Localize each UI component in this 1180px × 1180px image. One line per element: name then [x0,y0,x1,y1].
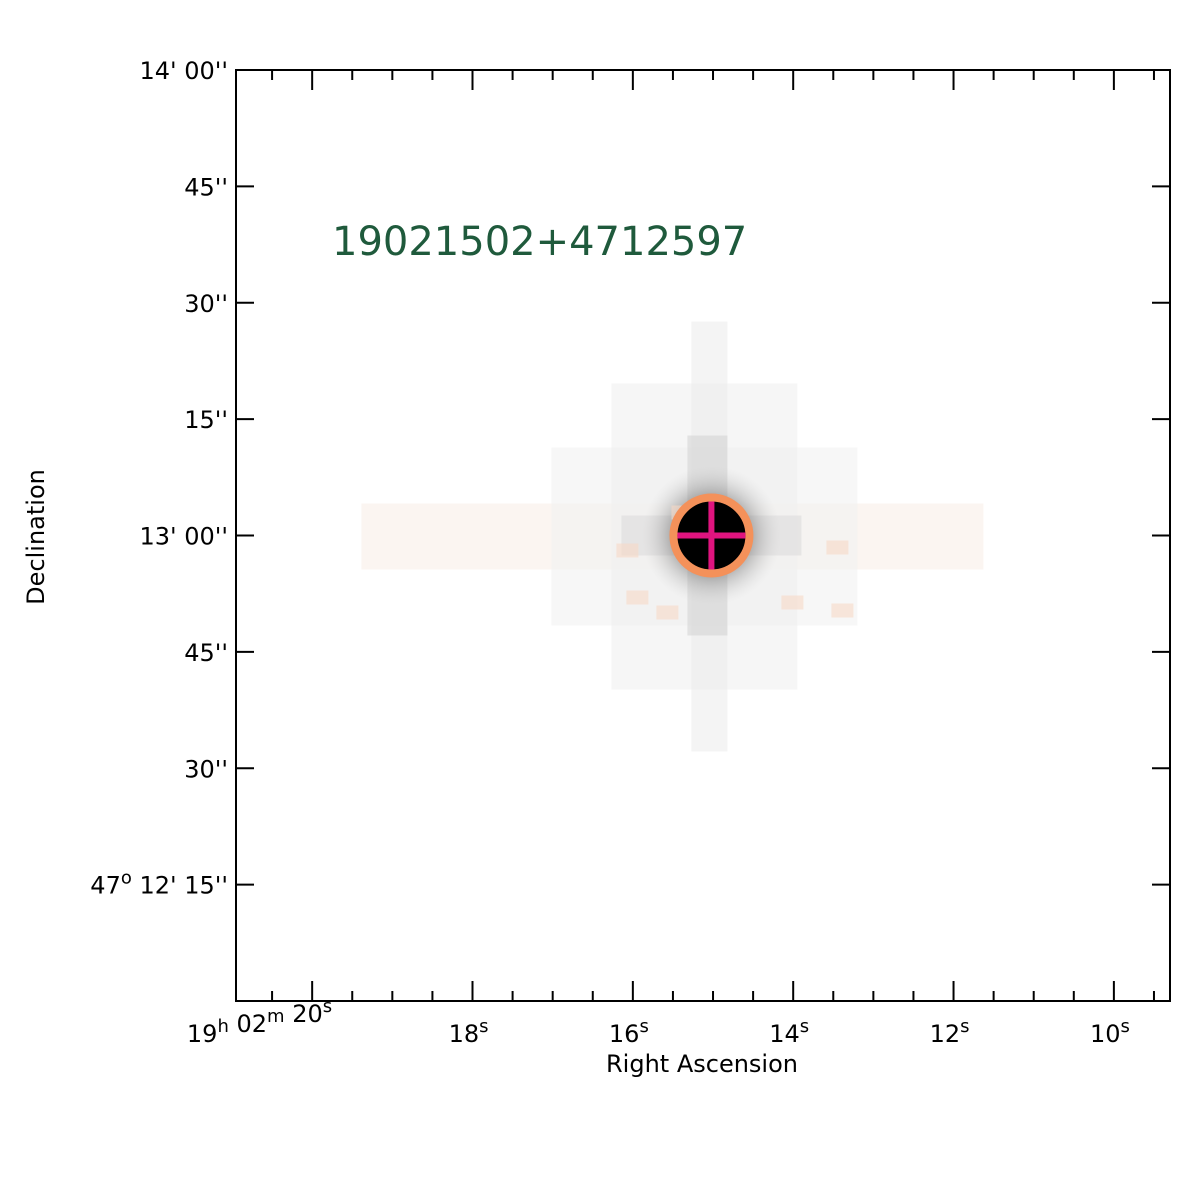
y-tick-label: 30'' [184,755,228,783]
x-axis-ticks [271,70,1155,1001]
x-tick-label: 12s [930,1016,970,1048]
sky-noise-patch [831,603,854,618]
y-axis-label: Declination [22,469,50,605]
sky-noise-patch [616,543,639,558]
x-tick-label: 19h 02m 20s [187,996,332,1048]
y-tick-label: 14' 00'' [140,57,229,85]
y-tick-label: 15'' [184,406,228,434]
y-tick-labels: 14' 00'' 45'' 30'' 15'' 13' 00'' 45'' 30'' 47o … [90,57,228,900]
y-tick-label: 30'' [184,290,228,318]
y-tick-label: 45'' [184,173,228,201]
y-tick-label: 47o 12' 15'' [90,868,228,900]
x-tick-label: 18s [449,1016,489,1048]
y-tick-label: 13' 00'' [140,523,229,551]
x-axis-label: Right Ascension [606,1050,798,1078]
x-tick-label: 16s [609,1016,649,1048]
x-tick-labels: 19h 02m 20s 18s 16s 14s 12s 10s [187,996,1130,1048]
y-axis-ticks [236,69,1170,886]
sky-noise-patch [781,595,804,610]
x-tick-label: 14s [769,1016,809,1048]
sky-noise-patch [826,540,849,555]
sky-noise-patch [656,605,679,620]
y-tick-label: 45'' [184,639,228,667]
x-tick-label: 10s [1090,1016,1130,1048]
star-name-label: 19021502+4712597 [332,219,747,265]
sky-noise-patch [626,590,649,605]
target-marker [669,493,754,578]
